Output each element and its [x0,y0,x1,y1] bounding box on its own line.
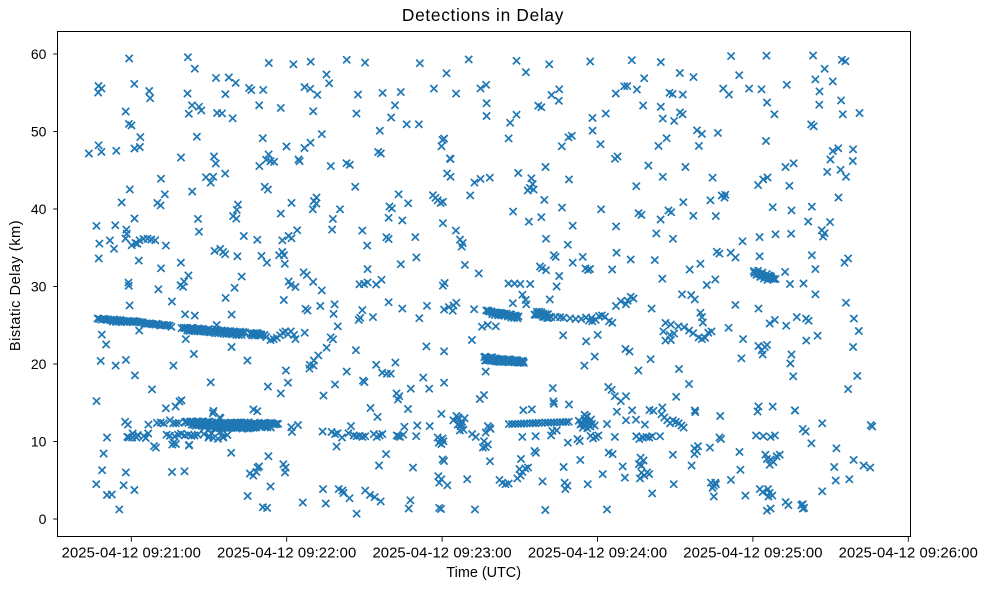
svg-text:Detections in Delay: Detections in Delay [402,5,564,25]
svg-text:60: 60 [31,46,47,62]
svg-text:0: 0 [39,511,47,527]
svg-text:Time (UTC): Time (UTC) [446,565,521,581]
svg-text:2025-04-12 09:25:00: 2025-04-12 09:25:00 [683,546,822,562]
svg-text:30: 30 [31,278,47,294]
svg-text:2025-04-12 09:21:00: 2025-04-12 09:21:00 [62,546,201,562]
svg-text:20: 20 [31,356,47,372]
svg-text:50: 50 [31,123,47,139]
svg-text:Bistatic Delay (km): Bistatic Delay (km) [8,220,24,351]
svg-text:40: 40 [31,201,47,217]
svg-text:2025-04-12 09:22:00: 2025-04-12 09:22:00 [217,546,356,562]
svg-text:10: 10 [31,433,47,449]
svg-text:2025-04-12 09:23:00: 2025-04-12 09:23:00 [372,546,511,562]
svg-text:2025-04-12 09:26:00: 2025-04-12 09:26:00 [839,546,978,562]
svg-text:2025-04-12 09:24:00: 2025-04-12 09:24:00 [528,546,667,562]
